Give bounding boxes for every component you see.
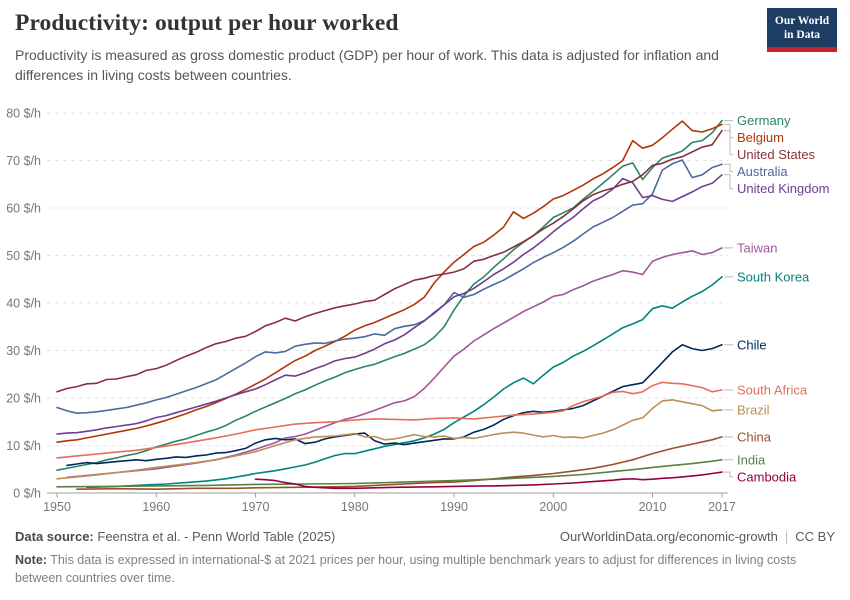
x-axis-tick-label: 1990: [440, 500, 468, 514]
series-label-south-korea[interactable]: South Korea: [737, 269, 810, 284]
label-connector: [723, 471, 733, 478]
note-label: Note:: [15, 553, 47, 567]
owid-logo-line2: in Data: [783, 29, 821, 42]
chart-footer: Data source: Feenstra et al. - Penn Worl…: [15, 529, 835, 587]
data-source-label: Data source:: [15, 529, 94, 544]
series-line-germany[interactable]: [56, 119, 723, 472]
series-label-india[interactable]: India: [737, 452, 766, 467]
y-axis-tick-label: 50 $/h: [6, 249, 41, 263]
series-line-cambodia[interactable]: [254, 471, 723, 490]
y-axis-tick-label: 30 $/h: [6, 344, 41, 358]
series-label-cambodia[interactable]: Cambodia: [737, 469, 797, 484]
label-connector: [723, 163, 733, 173]
series-label-germany[interactable]: Germany: [737, 113, 791, 128]
series-line-united-kingdom[interactable]: [56, 174, 723, 435]
label-connector: [723, 130, 733, 156]
series-line-brazil[interactable]: [56, 399, 723, 480]
x-axis-tick-label: 2000: [539, 500, 567, 514]
series-line-chile[interactable]: [66, 344, 723, 467]
owid-logo-stripe: [767, 47, 837, 53]
x-axis-tick-label: 2017: [708, 500, 736, 514]
productivity-line-chart: 0 $/h 10 $/h 20 $/h 30 $/h 40 $/h 50 $/h 60 $/…: [6, 107, 830, 515]
y-axis-tick-label: 20 $/h: [6, 392, 41, 406]
series-label-brazil[interactable]: Brazil: [737, 402, 770, 417]
series-line-belgium[interactable]: [56, 120, 723, 444]
chart-subtitle: Productivity is measured as gross domest…: [15, 47, 719, 83]
series-line-india[interactable]: [56, 458, 723, 488]
series-line-south-korea[interactable]: [86, 276, 723, 489]
label-connector: [723, 174, 733, 190]
x-axis-tick-label: 1960: [142, 500, 170, 514]
note-text: This data is expressed in international-…: [15, 553, 797, 586]
owid-logo[interactable]: Our World in Data: [767, 8, 837, 53]
series-label-south-africa[interactable]: South Africa: [737, 382, 808, 397]
data-source-value: Feenstra et al. - Penn World Table (2025…: [97, 529, 336, 544]
series-label-australia[interactable]: Australia: [737, 164, 788, 179]
chart-note: Note: This data is expressed in internat…: [15, 551, 835, 587]
series-line-china[interactable]: [76, 436, 723, 491]
series-line-south-africa[interactable]: [56, 381, 723, 459]
x-axis-tick-label: 2010: [639, 500, 667, 514]
data-source: Data source: Feenstra et al. - Penn Worl…: [15, 529, 335, 544]
series-line-taiwan[interactable]: [66, 247, 723, 479]
series-label-taiwan[interactable]: Taiwan: [737, 240, 777, 255]
license-label: CC BY: [795, 529, 835, 544]
x-axis-tick-label: 1980: [341, 500, 369, 514]
attribution: OurWorldinData.org/economic-growth | CC BY: [560, 529, 835, 544]
series-label-united-states[interactable]: United States: [737, 147, 816, 162]
series-line-australia[interactable]: [56, 159, 723, 415]
y-axis-tick-label: 60 $/h: [6, 202, 41, 216]
x-axis-tick-label: 1970: [242, 500, 270, 514]
y-axis-tick-label: 70 $/h: [6, 154, 41, 168]
y-axis-tick-label: 40 $/h: [6, 297, 41, 311]
y-axis-tick-label: 80 $/h: [6, 107, 41, 121]
y-axis-tick-label: 10 $/h: [6, 439, 41, 453]
chart-header: Productivity: output per hour worked Pro…: [15, 10, 750, 85]
series-label-china[interactable]: China: [737, 429, 772, 444]
divider: |: [784, 529, 789, 544]
owid-logo-line1: Our World: [774, 15, 830, 27]
owid-url-link[interactable]: OurWorldinData.org/economic-growth: [559, 529, 778, 544]
series-label-chile[interactable]: Chile: [737, 337, 767, 352]
y-axis-tick-label: 0 $/h: [13, 487, 41, 501]
series-line-united-states[interactable]: [56, 129, 723, 393]
page-title: Productivity: output per hour worked: [15, 10, 399, 36]
x-axis-tick-label: 1950: [43, 500, 71, 514]
series-label-united-kingdom[interactable]: United Kingdom: [737, 181, 830, 196]
series-label-belgium[interactable]: Belgium: [737, 130, 784, 145]
